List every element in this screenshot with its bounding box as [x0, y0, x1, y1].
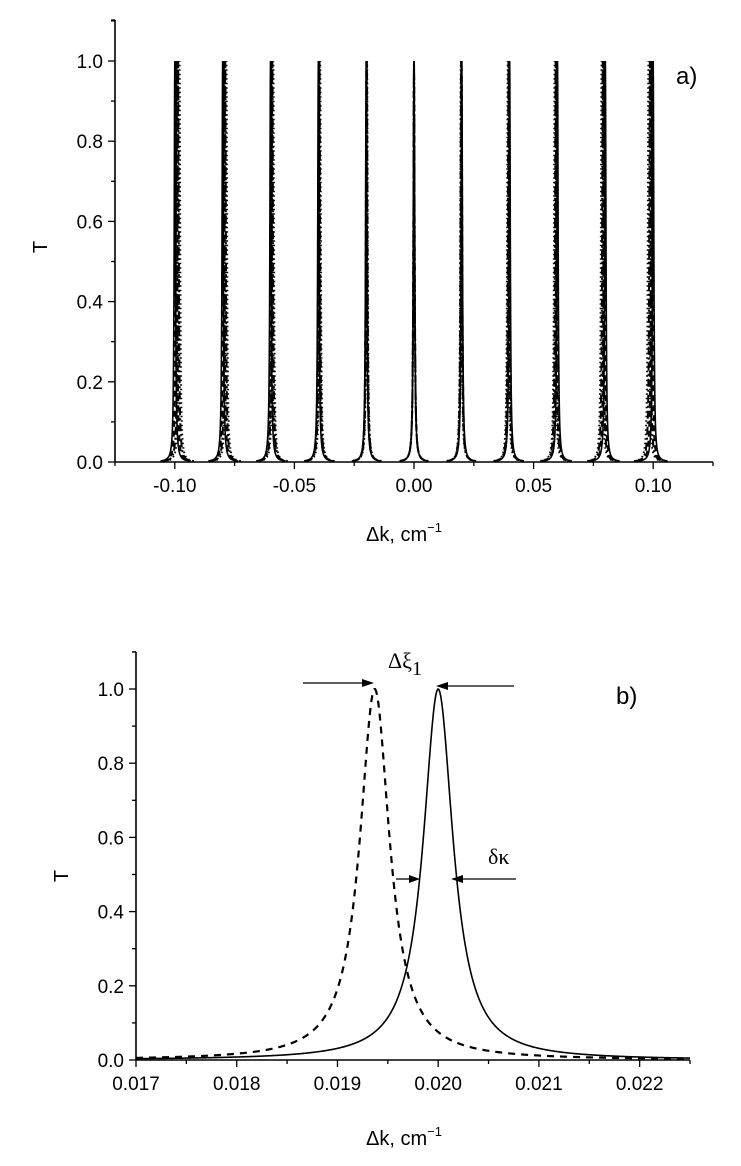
peak-shift-annotation: Δξ1 — [303, 648, 514, 690]
y-tick-label: 0.2 — [98, 977, 124, 998]
series-solid-peak — [255, 60, 285, 462]
panel-a-y-axis-label: T — [30, 241, 52, 253]
series-solid-peak — [495, 60, 525, 462]
x-tick-label: -0.10 — [153, 476, 196, 497]
series-dash-dot-peak — [163, 60, 193, 462]
x-tick-label: 0.017 — [112, 1074, 160, 1095]
panel-b-axes: 0.0 0.2 0.4 0.6 0.8 1.0 0.017 0.018 0.019 0.020 0.… — [98, 651, 691, 1095]
series-solid-peak — [303, 60, 333, 462]
x-tick-label: 0.05 — [515, 476, 552, 497]
series-solid-peak — [590, 60, 620, 462]
x-tick-label: 0.021 — [515, 1074, 563, 1095]
series-dashed-peak — [161, 60, 191, 462]
panel-a-curves — [160, 60, 668, 462]
x-tick-label: 0.10 — [635, 476, 672, 497]
x-tick-label: 0.018 — [213, 1074, 261, 1095]
arrow-in-left-head-icon — [409, 875, 420, 883]
series-solid-peak — [208, 60, 238, 462]
x-tick-label: 0.00 — [396, 476, 433, 497]
series-solid-peak — [399, 60, 429, 462]
series-dotted-peak — [165, 60, 195, 462]
series-dash-dot-peak — [210, 60, 240, 462]
x-tick-label: 0.022 — [616, 1074, 664, 1095]
x-tick-label: 0.019 — [314, 1074, 362, 1095]
y-tick-label: 0.4 — [77, 293, 104, 314]
y-tick-label: 1.0 — [77, 52, 103, 73]
series-solid-peak — [638, 60, 668, 462]
panel-b: 0.0 0.2 0.4 0.6 0.8 1.0 0.017 0.018 0.019 0.020 0.… — [51, 648, 691, 1150]
series-solid-peak — [351, 60, 381, 462]
panel-a-x-axis-label-sup: −1 — [427, 520, 442, 535]
panel-b-x-axis-label-text: Δk, cm — [366, 1128, 427, 1150]
panel-b-x-axis-label: Δk, cm−1 — [366, 1124, 442, 1150]
series-solid-peak — [160, 60, 190, 462]
y-tick-label: 1.0 — [98, 680, 124, 701]
y-tick-label: 0.8 — [98, 754, 124, 775]
y-tick-label: 0.2 — [77, 373, 103, 394]
series-solid-peak — [543, 60, 573, 462]
panel-b-label: b) — [616, 683, 637, 710]
series-solid-curve — [135, 688, 691, 1060]
y-tick-label: 0.6 — [98, 828, 124, 849]
panel-b-x-axis-label-sup: −1 — [427, 1124, 442, 1139]
y-tick-label: 0.6 — [77, 212, 103, 233]
panel-a: 0.0 0.2 0.4 0.6 0.8 1.0 -0.10 -0.05 0.00 0.05 0.10… — [30, 19, 714, 546]
panel-a-x-axis-label-text: Δk, cm — [366, 524, 427, 546]
arrow-right-head-icon — [362, 679, 374, 687]
arrow-in-right-head-icon — [451, 875, 463, 883]
y-tick-label: 0.8 — [77, 132, 103, 153]
x-tick-label: 0.020 — [414, 1074, 462, 1095]
panel-b-curves — [135, 688, 691, 1060]
panel-b-y-axis-label: T — [51, 870, 73, 882]
y-tick-label: 0.4 — [98, 903, 125, 924]
arrow-left-head-icon — [436, 682, 448, 690]
y-tick-label: 0.0 — [98, 1051, 124, 1072]
panel-a-label: a) — [676, 63, 697, 90]
panel-a-axes: 0.0 0.2 0.4 0.6 0.8 1.0 -0.10 -0.05 0.00 0.05 0.10 — [77, 19, 714, 497]
x-tick-label: -0.05 — [273, 476, 316, 497]
y-tick-label: 0.0 — [77, 453, 103, 474]
delta-kappa-label: δκ — [488, 844, 509, 869]
series-dashed-curve — [135, 688, 691, 1060]
panel-a-x-axis-label: Δk, cm−1 — [366, 520, 442, 546]
linewidth-annotation: δκ — [396, 844, 516, 883]
series-solid-peak — [447, 60, 477, 462]
delta-xi-label: Δξ1 — [388, 648, 422, 680]
